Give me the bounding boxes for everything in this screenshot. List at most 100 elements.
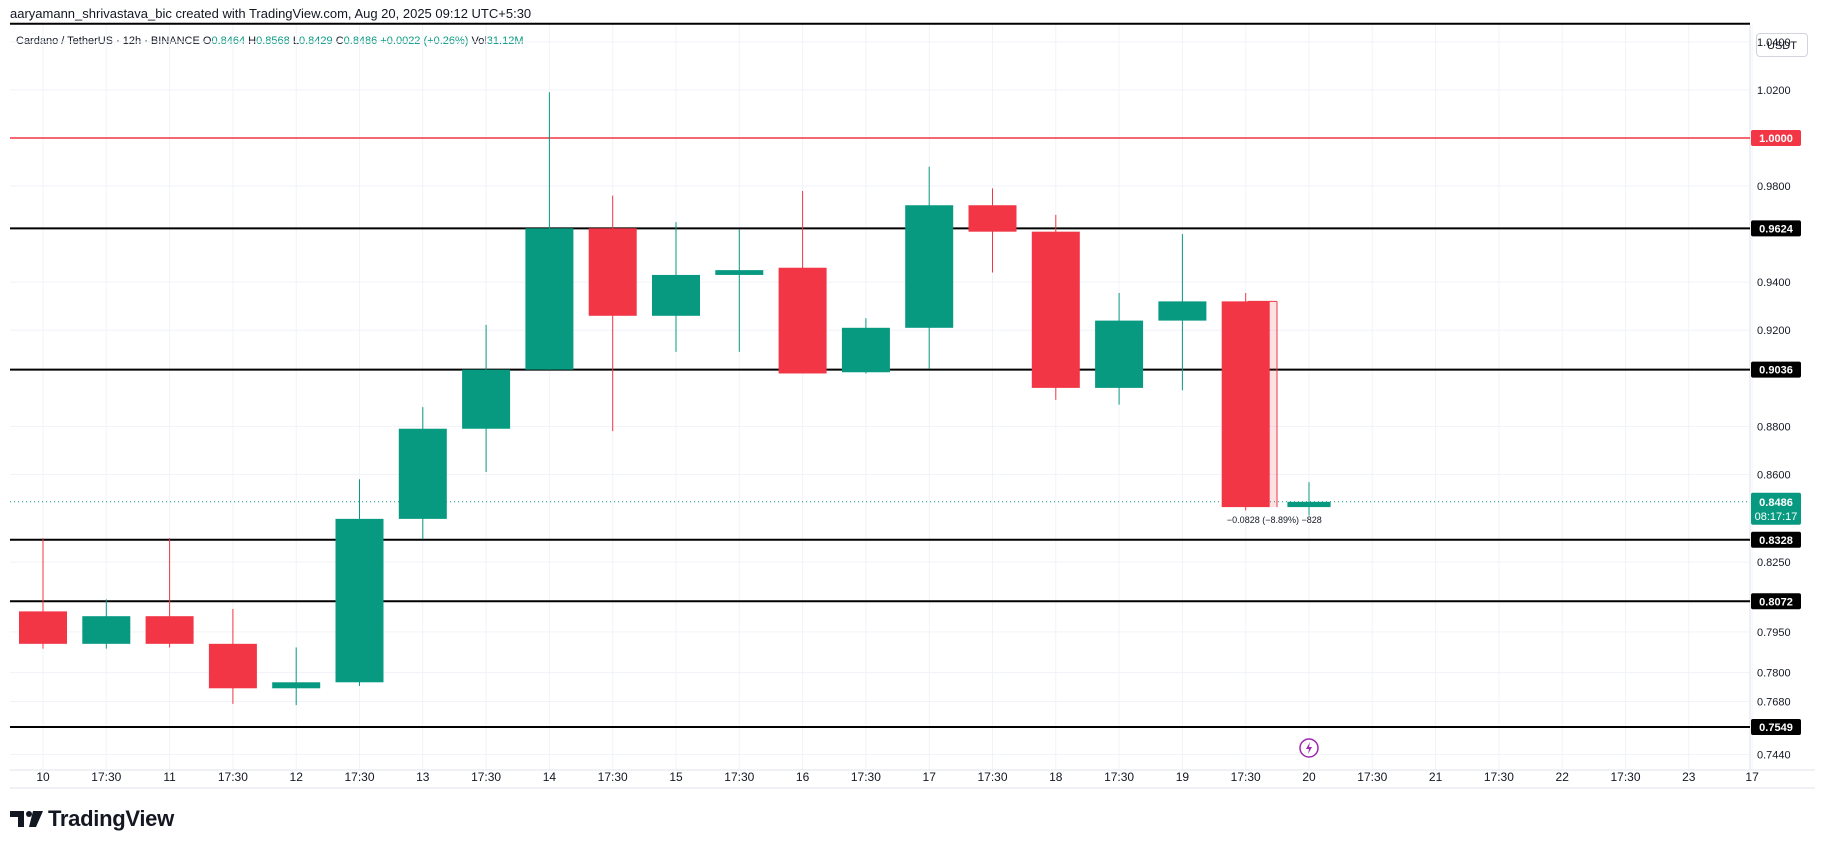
time-tick-label: 22 (1556, 770, 1570, 784)
lightning-bolt (1306, 742, 1312, 754)
candle-body-up (905, 205, 954, 328)
price-axis[interactable]: 1.0400 1.0200 0.9800 0.9400 0.9200 0.8800 0.86… (1757, 37, 1791, 762)
tradingview-logo-text: TradingView (48, 806, 174, 831)
currency-button[interactable]: USDT (1756, 33, 1808, 57)
time-tick-label: 17:30 (1104, 770, 1134, 784)
time-tick-label: 20 (1302, 770, 1316, 784)
time-tick-label: 13 (416, 770, 430, 784)
candle-body-down (778, 267, 827, 374)
candle-body-up (1095, 320, 1144, 388)
time-tick-label: 17:30 (91, 770, 121, 784)
candle-body-up (715, 270, 764, 275)
candle-body-up (1158, 301, 1207, 321)
time-tick-label: 16 (796, 770, 810, 784)
time-tick-label: 12 (290, 770, 304, 784)
tradingview-logo-icon (10, 811, 43, 827)
countdown-text: 08:17:17 (1755, 511, 1798, 523)
time-tick-label: 19 (1176, 770, 1190, 784)
level-price-badge-text: 0.9036 (1759, 365, 1793, 377)
open-label: O (202, 35, 212, 47)
time-tick-label: 17:30 (851, 770, 881, 784)
candle-body-down (968, 205, 1017, 232)
time-tick-label: 17:30 (1610, 770, 1640, 784)
time-tick-label: 17:30 (724, 770, 754, 784)
time-tick-label: 17:30 (598, 770, 628, 784)
candle-body-up (335, 518, 384, 683)
price-tick-label: 0.7950 (1757, 627, 1791, 639)
time-tick-label: 17 (923, 770, 937, 784)
volume-value: 31.12M (486, 35, 524, 47)
level-price-badge-text: 1.0000 (1759, 133, 1793, 145)
price-tick-label: 0.8250 (1757, 557, 1791, 569)
level-price-badge (1751, 718, 1801, 735)
time-tick-label: 10 (36, 770, 50, 784)
price-tick-label: 0.7680 (1757, 697, 1791, 709)
axis-frame (10, 25, 1815, 789)
level-price-badge-text: 0.8072 (1759, 596, 1793, 608)
price-tick-label: 1.0200 (1757, 85, 1791, 97)
level-price-badge-text: 0.7549 (1759, 722, 1793, 734)
symbol-legend: Cardano / TetherUS · 12h · BINANCE O0.84… (16, 35, 524, 47)
candle-body-up (462, 369, 511, 429)
candle-body-up (525, 228, 574, 370)
time-tick-label: 14 (543, 770, 557, 784)
event-marker[interactable] (1299, 738, 1319, 758)
symbol-title[interactable]: Cardano / TetherUS · 12h · BINANCE (16, 35, 200, 47)
level-price-badge (1751, 361, 1801, 378)
price-tick-label: 0.9800 (1757, 181, 1791, 193)
chart-credit: aaryamann_shrivastava_bic created with T… (10, 6, 532, 21)
time-tick-label: 17:30 (218, 770, 248, 784)
price-tick-label: 1.0400 (1757, 37, 1791, 49)
candle-body-up (652, 274, 700, 316)
time-tick-label: 17:30 (1357, 770, 1387, 784)
close-value: 0.8486 (343, 35, 378, 47)
time-tick-label: 18 (1049, 770, 1063, 784)
low-value: 0.8429 (298, 35, 333, 47)
candle-body-down (588, 228, 637, 316)
level-price-badge (1751, 129, 1801, 146)
open-value: 0.8464 (211, 35, 246, 47)
candle-body-down (1031, 231, 1080, 388)
candle-body-up (82, 616, 131, 644)
candle-body-down (208, 643, 257, 689)
time-tick-label: 11 (163, 770, 176, 784)
price-badges: 1.0000 0.9624 0.9036 0.8328 0.8072 0.7549 0.84… (1751, 129, 1801, 735)
candle-body-down (19, 611, 67, 644)
time-tick-label: 17:30 (344, 770, 374, 784)
close-label: C (335, 35, 344, 47)
time-tick-label: 23 (1682, 770, 1696, 784)
price-tick-label: 0.8600 (1757, 469, 1791, 481)
time-axis[interactable]: 10 17:30 11 17:30 12 17:30 13 17:30 14 17:30 15 17:… (36, 770, 1759, 784)
candle-body-up (841, 327, 890, 373)
price-tick-label: 0.8800 (1757, 421, 1791, 433)
price-tick-label: 0.7800 (1757, 668, 1791, 680)
level-price-badge (1751, 531, 1801, 548)
candle-body-down (1221, 301, 1270, 508)
candle-body-up (272, 682, 321, 689)
price-tick-label: 0.9400 (1757, 277, 1791, 289)
candle-body-up (398, 428, 447, 519)
current-price-text: 0.8486 (1759, 497, 1793, 509)
time-tick-label: 17:30 (1484, 770, 1514, 784)
price-tick-label: 0.9200 (1757, 325, 1791, 337)
volume-label: Vol (471, 35, 487, 47)
level-price-badge (1751, 220, 1801, 237)
price-tick-label: 0.7440 (1757, 749, 1791, 761)
candle-body-down (145, 616, 194, 644)
tradingview-logo[interactable]: TradingView (10, 806, 174, 832)
high-value: 0.8568 (256, 35, 290, 47)
time-tick-label: 17:30 (471, 770, 501, 784)
high-label: H (248, 35, 257, 47)
level-price-badge-text: 0.8328 (1759, 535, 1793, 547)
horizontal-levels[interactable] (10, 22, 1750, 728)
grid (10, 25, 1753, 770)
level-price-badge (1751, 593, 1801, 610)
time-tick-label: 17:30 (977, 770, 1007, 784)
time-tick-label: 21 (1429, 770, 1443, 784)
change-value: +0.0022 (+0.26%) (380, 35, 469, 47)
measure-label: −0.0828 (−8.89%) −828 (1227, 515, 1322, 525)
candle-body-up (1287, 501, 1331, 508)
level-price-badge-text: 0.9624 (1759, 223, 1794, 235)
time-tick-label: 17 (1745, 770, 1759, 784)
